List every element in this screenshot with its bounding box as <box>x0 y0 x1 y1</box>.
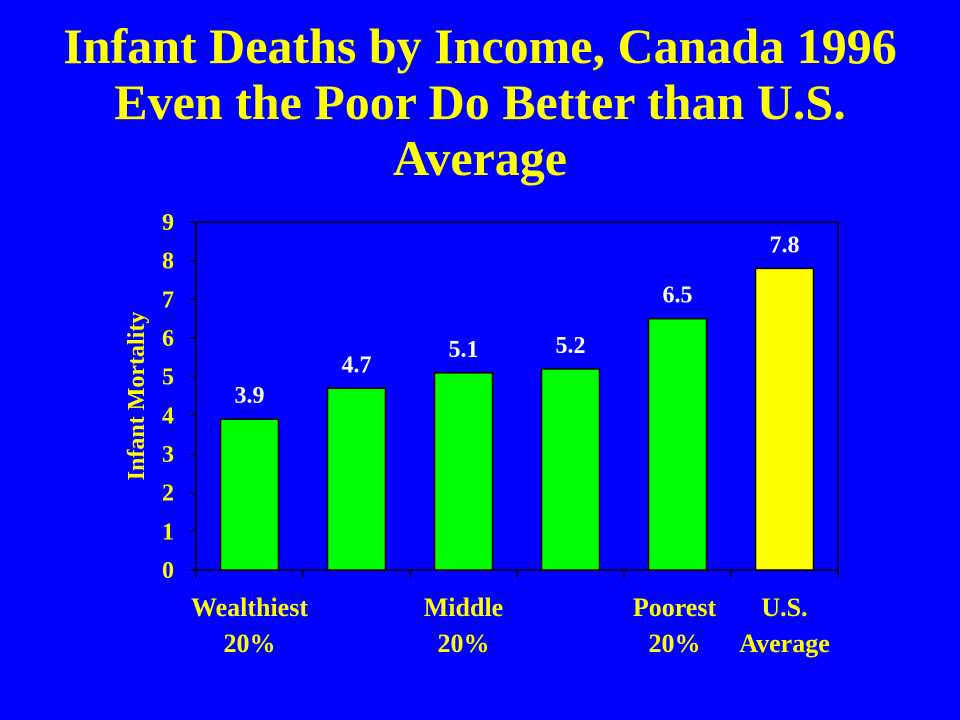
title-line-2: Even the Poor Do Better than U.S. <box>114 74 846 130</box>
data-label-1: 4.7 <box>342 352 372 378</box>
y-tick-label-0: 0 <box>162 558 174 584</box>
y-tick-label-9: 9 <box>162 210 174 236</box>
plot-area <box>195 221 839 571</box>
data-label-3: 5.2 <box>556 333 586 359</box>
category-label-3: U.S. Average <box>739 593 829 658</box>
bar-5 <box>754 267 815 571</box>
category-label-3-line-1: Average <box>739 629 829 658</box>
title-line-3: Average <box>393 130 567 186</box>
bar-4 <box>647 317 708 571</box>
data-label-2: 5.1 <box>449 337 479 363</box>
category-label-0: Wealthiest 20% <box>191 593 308 658</box>
data-label-0: 3.9 <box>235 383 265 409</box>
y-tick-label-3: 3 <box>162 442 174 468</box>
y-tick-label-2: 2 <box>162 481 174 507</box>
y-tick-label-8: 8 <box>162 249 174 275</box>
y-tick-label-7: 7 <box>162 287 174 313</box>
data-label-5: 7.8 <box>770 232 800 258</box>
y-tick-label-6: 6 <box>162 326 174 352</box>
category-label-2-line-1: 20% <box>649 629 701 658</box>
category-label-2: Poorest 20% <box>633 593 717 658</box>
category-label-1-line-1: 20% <box>438 629 490 658</box>
category-label-0-line-1: 20% <box>224 629 276 658</box>
y-axis-label: Infant Mortality <box>124 312 150 481</box>
category-label-1-line-0: Middle <box>424 593 503 622</box>
bar-2 <box>433 372 494 571</box>
bar-0 <box>219 418 280 571</box>
data-label-4: 6.5 <box>663 283 693 309</box>
bar-3 <box>540 368 601 571</box>
category-label-2-line-0: Poorest <box>633 593 717 622</box>
category-label-3-line-0: U.S. <box>761 593 807 622</box>
bar-1 <box>326 387 387 571</box>
y-tick-label-4: 4 <box>162 403 174 429</box>
y-tick-label-5: 5 <box>162 365 174 391</box>
y-tick-label-1: 1 <box>162 519 174 545</box>
category-label-0-line-0: Wealthiest <box>191 593 308 622</box>
category-label-1: Middle 20% <box>424 593 503 658</box>
slide-title: Infant Deaths by Income, Canada 1996 Eve… <box>0 18 960 186</box>
title-line-1: Infant Deaths by Income, Canada 1996 <box>63 18 897 74</box>
